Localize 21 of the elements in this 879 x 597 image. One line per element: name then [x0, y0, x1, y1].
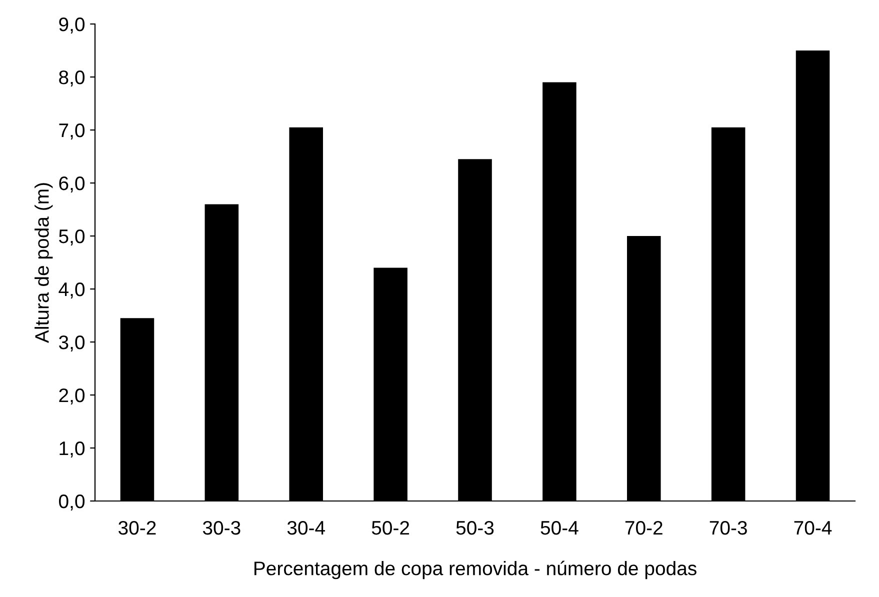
y-tick-label: 0,0	[59, 494, 85, 511]
y-tick-label: 5,0	[59, 229, 85, 246]
x-tick-label: 70-3	[710, 520, 747, 535]
x-tick-label: 70-4	[794, 520, 832, 535]
y-tick-label: 4,0	[58, 282, 85, 299]
y-tick-label: 6,0	[59, 176, 85, 193]
y-tick-label: 2,0	[59, 388, 85, 405]
y-tick-label: 3,0	[58, 335, 85, 352]
x-tick-label: 50-3	[456, 520, 494, 535]
x-tick-label: 70-2	[625, 520, 662, 535]
x-axis-title: Percentagem de copa removida - número de podas	[254, 560, 696, 580]
y-tick-label: 7,0	[59, 123, 85, 140]
x-tick-label: 30-4	[287, 520, 326, 535]
x-tick-label: 50-4	[540, 520, 578, 535]
x-tick-label: 30-3	[202, 520, 240, 535]
x-tick-label: 30-2	[118, 520, 156, 535]
y-tick-label: 9,0	[59, 17, 85, 34]
y-axis-title: Altura de poda (m)	[34, 183, 53, 343]
y-tick-label: 1,0	[60, 441, 85, 458]
x-tick-label: 50-2	[372, 520, 410, 535]
y-tick-label: 8,0	[59, 70, 85, 87]
